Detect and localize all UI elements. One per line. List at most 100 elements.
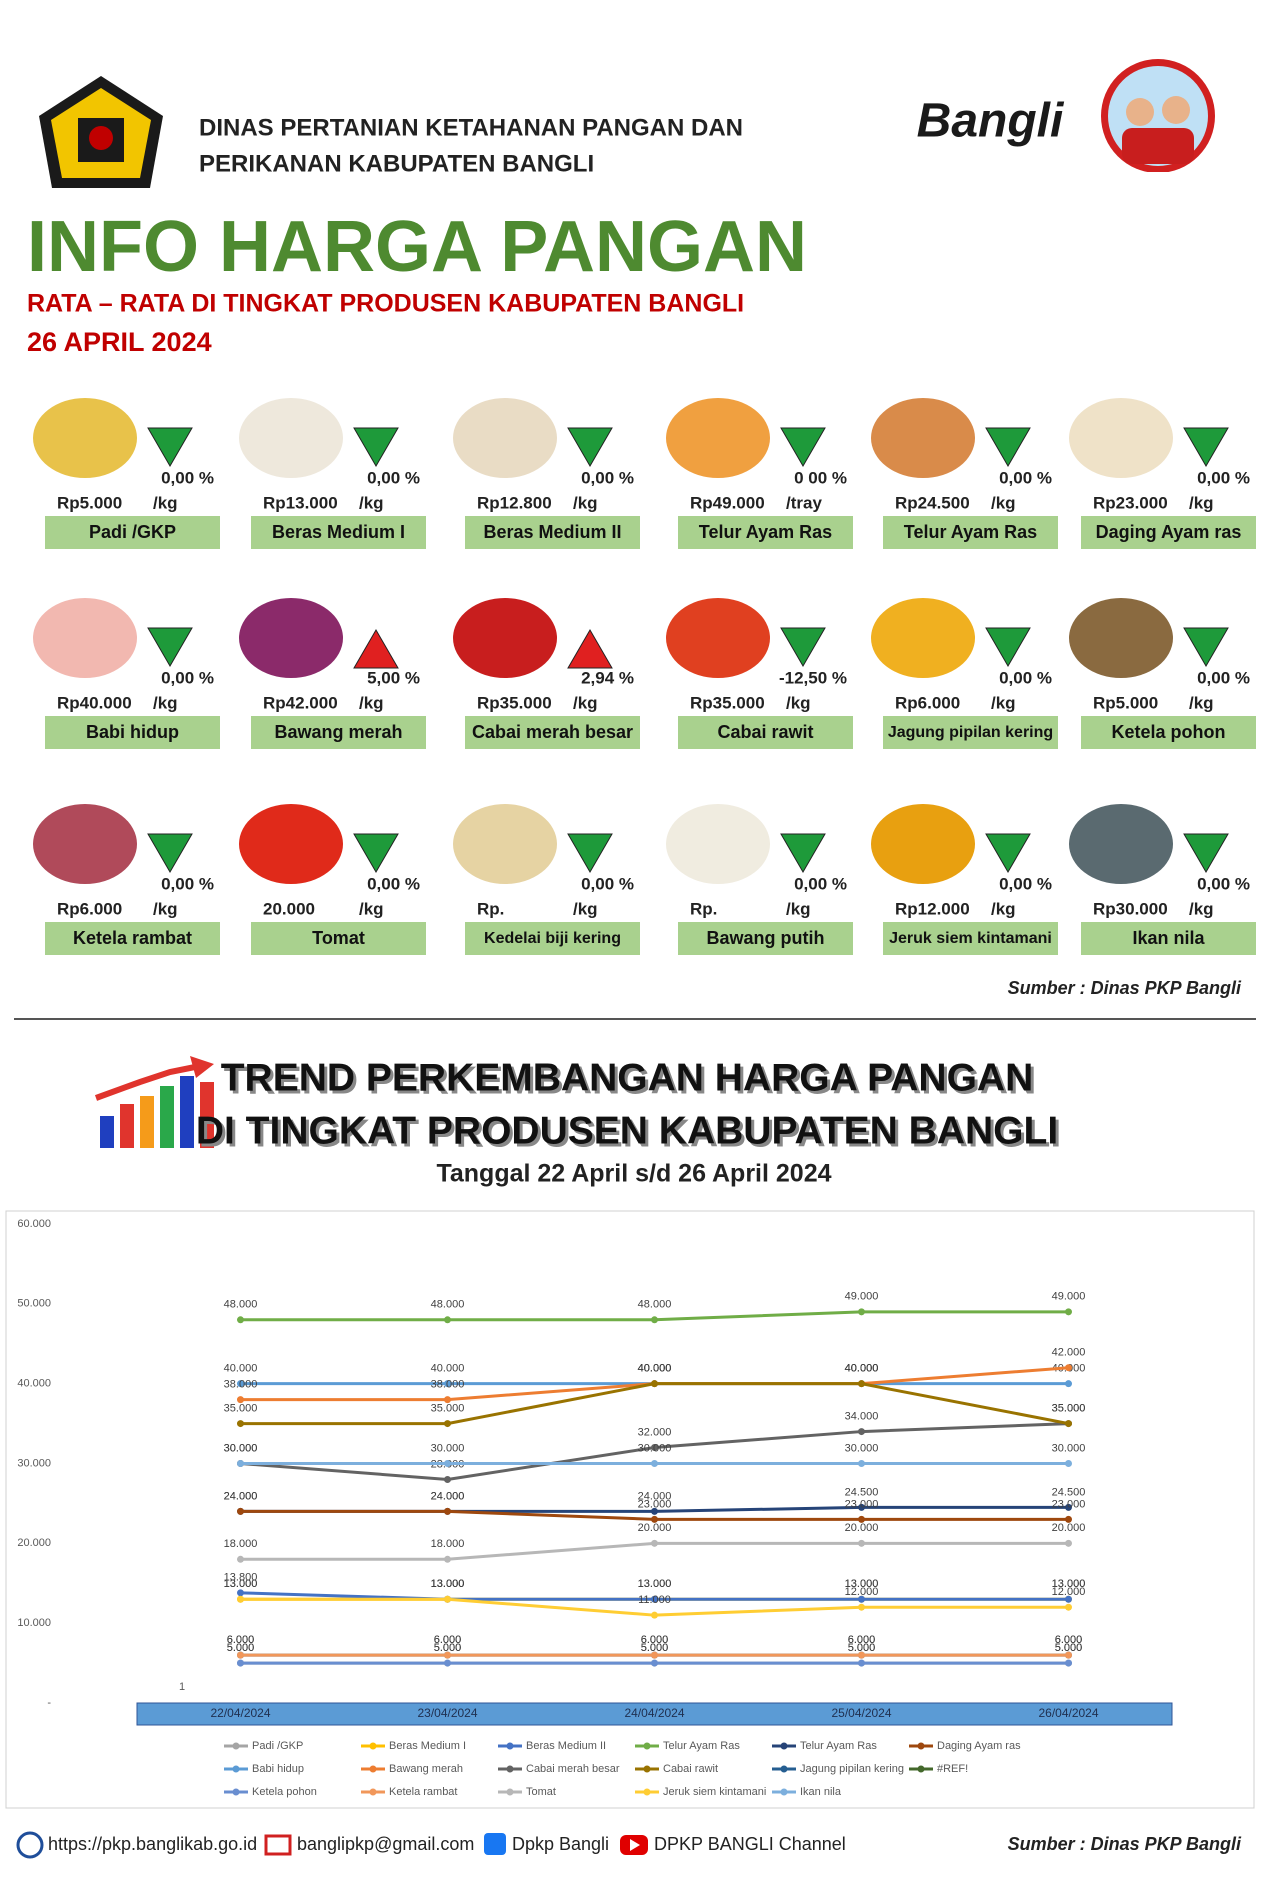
legend-entry: Beras Medium II bbox=[498, 1740, 606, 1752]
legend-marker bbox=[780, 1765, 788, 1773]
product-name: Padi /GKP bbox=[89, 522, 176, 542]
data-point bbox=[444, 1555, 451, 1563]
price: Rp30.000 bbox=[1093, 899, 1168, 918]
data-label: 6.000 bbox=[848, 1634, 876, 1646]
data-point bbox=[858, 1651, 865, 1659]
data-label: 30.000 bbox=[638, 1442, 672, 1454]
data-point bbox=[237, 1420, 244, 1428]
legend-marker bbox=[232, 1788, 240, 1796]
price: Rp6.000 bbox=[57, 899, 122, 918]
product-image bbox=[33, 804, 137, 884]
legend-label: Telur Ayam Ras bbox=[800, 1740, 877, 1752]
legend-marker bbox=[369, 1788, 377, 1796]
trend-down-icon bbox=[567, 833, 613, 873]
unit: /kg bbox=[991, 899, 1016, 918]
data-label: 24.500 bbox=[845, 1486, 879, 1498]
trend-down-icon bbox=[147, 833, 193, 873]
product-name: Jagung pipilan kering bbox=[888, 724, 1053, 741]
data-point bbox=[444, 1595, 451, 1603]
data-label: 24.500 bbox=[1052, 1486, 1086, 1498]
name-bar bbox=[465, 716, 640, 749]
chart-title: TREND PERKEMBANGAN HARGA PANGAN bbox=[221, 1056, 1034, 1099]
legend-label: Padi /GKP bbox=[252, 1740, 303, 1752]
data-label: 24.000 bbox=[224, 1490, 258, 1502]
source: Sumber : Dinas PKP Bangli bbox=[1008, 978, 1242, 998]
price-change: 0 00 % bbox=[794, 468, 847, 487]
data-label: 40.000 bbox=[638, 1363, 672, 1375]
data-point bbox=[651, 1460, 658, 1467]
product-image bbox=[871, 398, 975, 478]
product-image bbox=[33, 398, 137, 478]
name-bar bbox=[883, 516, 1058, 549]
data-label: 49.000 bbox=[845, 1291, 879, 1303]
data-point bbox=[1065, 1603, 1072, 1611]
y-tick-label: 60.000 bbox=[17, 1218, 51, 1230]
x-tick-label: 25/04/2024 bbox=[831, 1706, 891, 1720]
product-card: 0,00 % Rp13.000/kg Beras Medium I bbox=[239, 398, 426, 549]
price-change: 2,94 % bbox=[581, 668, 634, 687]
trend-down-icon bbox=[985, 427, 1031, 467]
name-bar bbox=[678, 716, 853, 749]
data-point bbox=[651, 1316, 658, 1324]
data-label: 12.000 bbox=[845, 1586, 879, 1598]
data-point bbox=[1065, 1539, 1072, 1547]
data-label: 13.000 bbox=[224, 1578, 258, 1590]
price-change: 0,00 % bbox=[999, 668, 1052, 687]
data-label: 13.000 bbox=[431, 1578, 465, 1590]
y-tick-label: 20.000 bbox=[17, 1537, 51, 1549]
legend-entry: Beras Medium I bbox=[361, 1740, 466, 1752]
legend-label: Bawang merah bbox=[389, 1763, 463, 1775]
price-change: 0,00 % bbox=[794, 874, 847, 893]
data-label: 38.000 bbox=[431, 1379, 465, 1391]
data-point bbox=[1065, 1380, 1072, 1388]
price-change: -12,50 % bbox=[779, 668, 847, 687]
data-label: 13.000 bbox=[1052, 1578, 1086, 1590]
legend-entry: Telur Ayam Ras bbox=[635, 1740, 740, 1752]
data-label: 23.000 bbox=[845, 1498, 879, 1510]
y-tick-label: 50.000 bbox=[17, 1298, 51, 1310]
price: Rp. bbox=[690, 899, 717, 918]
data-label: 13.000 bbox=[638, 1578, 672, 1590]
data-label: 13.000 bbox=[224, 1578, 258, 1590]
legend-entry: Ketela pohon bbox=[224, 1786, 317, 1798]
y-tick-label: - bbox=[47, 1697, 51, 1709]
product-name: Bawang putih bbox=[707, 928, 825, 948]
data-label: 24.000 bbox=[431, 1490, 465, 1502]
product-card: 0,00 % Rp6.000/kg Jagung pipilan kering bbox=[871, 598, 1058, 749]
data-point bbox=[1065, 1503, 1072, 1511]
data-point bbox=[651, 1515, 658, 1523]
legend-entry: Bawang merah bbox=[361, 1763, 463, 1775]
data-label: 6.000 bbox=[848, 1634, 876, 1646]
price: Rp49.000 bbox=[690, 493, 765, 512]
data-point bbox=[651, 1611, 658, 1619]
unit: /kg bbox=[359, 693, 384, 712]
data-label: 30.000 bbox=[845, 1442, 879, 1454]
data-point bbox=[237, 1595, 244, 1603]
footer-youtube: DPKP BANGLI Channel bbox=[654, 1834, 846, 1854]
footer-website: https://pkp.banglikab.go.id bbox=[48, 1834, 257, 1854]
data-point bbox=[1065, 1659, 1072, 1667]
unit: /kg bbox=[991, 693, 1016, 712]
data-label: 20.000 bbox=[638, 1522, 672, 1534]
trend-down-icon bbox=[567, 427, 613, 467]
data-point bbox=[858, 1659, 865, 1667]
data-point bbox=[1065, 1595, 1072, 1603]
data-label: 5.000 bbox=[227, 1642, 255, 1654]
price-change: 0,00 % bbox=[999, 874, 1052, 893]
data-label: 6.000 bbox=[227, 1634, 255, 1646]
data-label: 40.000 bbox=[845, 1363, 879, 1375]
legend-label: Ketela pohon bbox=[252, 1786, 317, 1798]
data-label: 11.000 bbox=[638, 1594, 671, 1606]
data-label: 6.000 bbox=[641, 1634, 669, 1646]
data-label: 30.000 bbox=[224, 1442, 258, 1454]
legend-entry: Telur Ayam Ras bbox=[772, 1740, 877, 1752]
legend-label: Tomat bbox=[526, 1786, 556, 1798]
legend-label: Jeruk siem kintamani bbox=[663, 1786, 766, 1798]
data-label: 30.000 bbox=[431, 1442, 465, 1454]
price-change: 0,00 % bbox=[367, 468, 420, 487]
data-point bbox=[444, 1659, 451, 1667]
trend-down-icon bbox=[147, 627, 193, 667]
data-point bbox=[444, 1396, 451, 1404]
data-point bbox=[858, 1503, 865, 1511]
name-bar bbox=[678, 516, 853, 549]
